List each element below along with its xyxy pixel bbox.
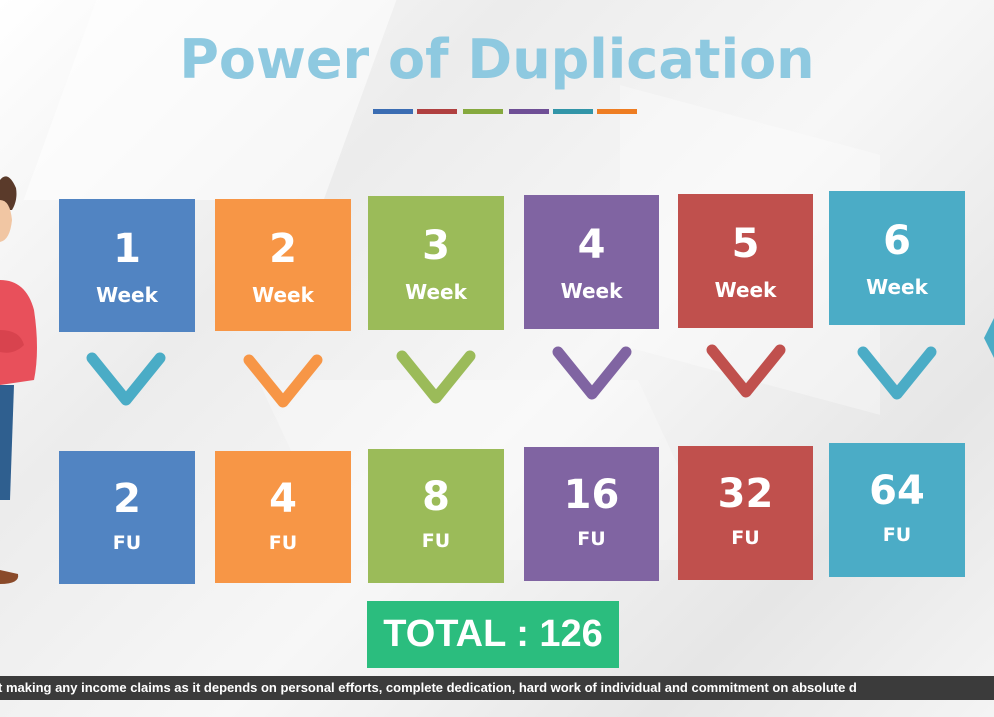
chevron-down-icon — [396, 350, 476, 404]
total-badge: TOTAL : 126 — [367, 601, 619, 668]
divider-segment — [553, 109, 593, 114]
divider-segment — [597, 109, 637, 114]
fu-count: 4 — [269, 476, 297, 522]
fu-count: 32 — [717, 471, 774, 517]
week-label: Week — [866, 275, 928, 299]
week-box: 2 Week — [215, 199, 351, 331]
disclaimer-banner: t making any income claims as it depends… — [0, 676, 994, 700]
week-number: 4 — [577, 222, 606, 268]
week-number: 1 — [113, 226, 141, 272]
fu-count: 2 — [113, 476, 141, 522]
fu-label: FU — [268, 532, 298, 554]
fu-label: FU — [731, 527, 760, 549]
week-number: 2 — [269, 226, 297, 272]
chevron-down-icon — [243, 354, 323, 408]
week-number: 3 — [422, 223, 450, 269]
week-box: 6 Week — [829, 191, 965, 325]
week-label: Week — [714, 278, 777, 302]
divider-segment — [373, 109, 413, 114]
chevron-down-icon — [552, 346, 632, 400]
week-label: Week — [252, 283, 314, 307]
fu-box: 4 FU — [215, 451, 351, 583]
week-box: 4 Week — [524, 195, 659, 329]
fu-box: 8 FU — [368, 449, 504, 583]
week-label: Week — [96, 283, 158, 307]
fu-label: FU — [421, 530, 451, 552]
chevron-down-icon — [857, 346, 937, 400]
divider-segment — [509, 109, 549, 114]
week-box: 1 Week — [59, 199, 195, 332]
week-label: Week — [405, 280, 467, 304]
chevron-down-icon — [706, 344, 786, 398]
fu-count: 16 — [563, 472, 620, 518]
fu-count: 64 — [869, 468, 925, 514]
chevron-down-icon — [86, 352, 166, 406]
fu-box: 16 FU — [524, 447, 659, 581]
fu-label: FU — [882, 524, 912, 546]
week-number: 6 — [883, 218, 911, 264]
week-box: 5 Week — [678, 194, 813, 328]
page-title: Power of Duplication — [179, 28, 815, 91]
disclaimer-text: t making any income claims as it depends… — [0, 680, 857, 695]
divider-segment — [463, 109, 503, 114]
person-illustration — [0, 176, 37, 584]
fu-box: 64 FU — [829, 443, 965, 577]
divider-segment — [417, 109, 457, 114]
week-label: Week — [560, 279, 623, 303]
fu-count: 8 — [422, 474, 450, 520]
fu-label: FU — [577, 528, 606, 550]
next-arrow-icon — [984, 318, 994, 358]
fu-box: 32 FU — [678, 446, 813, 580]
fu-box: 2 FU — [59, 451, 195, 584]
week-number: 5 — [731, 221, 760, 267]
week-box: 3 Week — [368, 196, 504, 330]
fu-label: FU — [112, 532, 142, 554]
